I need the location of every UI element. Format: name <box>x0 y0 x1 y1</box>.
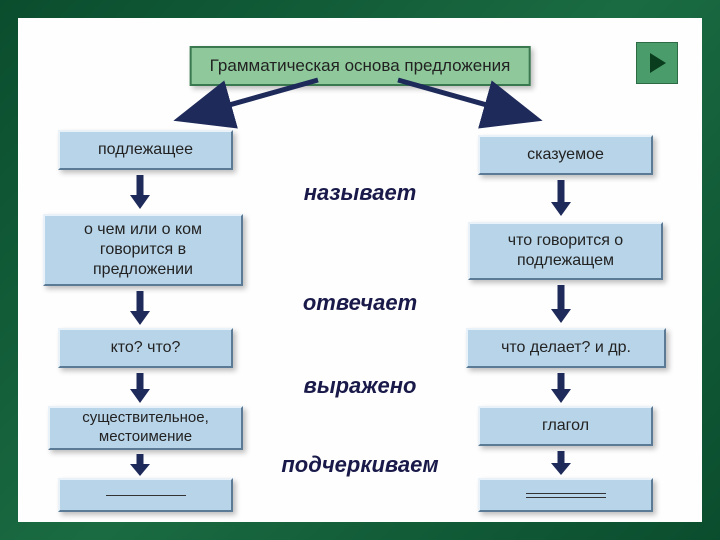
right-box-2: что говорится о подлежащем <box>468 222 663 280</box>
center-label-3: выражено <box>304 373 417 399</box>
right-box-1: сказуемое <box>478 135 653 175</box>
arrow-down-l4 <box>128 452 152 478</box>
arrow-down-r1 <box>549 178 573 218</box>
arrow-down-r3 <box>549 371 573 405</box>
left-box-4: существительное, местоимение <box>48 406 243 450</box>
center-label-4: подчеркиваем <box>281 452 438 478</box>
arrow-down-l3 <box>128 371 152 405</box>
slide-frame: Грамматическая основа предложения подлеж… <box>0 0 720 540</box>
left-box-1: подлежащее <box>58 130 233 170</box>
arrow-down-l2 <box>128 289 152 327</box>
single-underline <box>106 495 186 496</box>
arrow-down-r2 <box>549 283 573 325</box>
left-box-3: кто? что? <box>58 328 233 368</box>
left-box-2: о чем или о ком говорится в предложении <box>43 214 243 286</box>
arrow-down-r4 <box>549 449 573 477</box>
right-box-4: глагол <box>478 406 653 446</box>
center-label-1: называет <box>304 180 417 206</box>
slide-inner: Грамматическая основа предложения подлеж… <box>18 18 702 522</box>
arrow-down-l1 <box>128 173 152 211</box>
double-underline <box>526 493 606 498</box>
left-box-5-underline <box>58 478 233 512</box>
right-box-3: что делает? и др. <box>466 328 666 368</box>
right-box-5-underline <box>478 478 653 512</box>
center-label-2: отвечает <box>303 290 417 316</box>
